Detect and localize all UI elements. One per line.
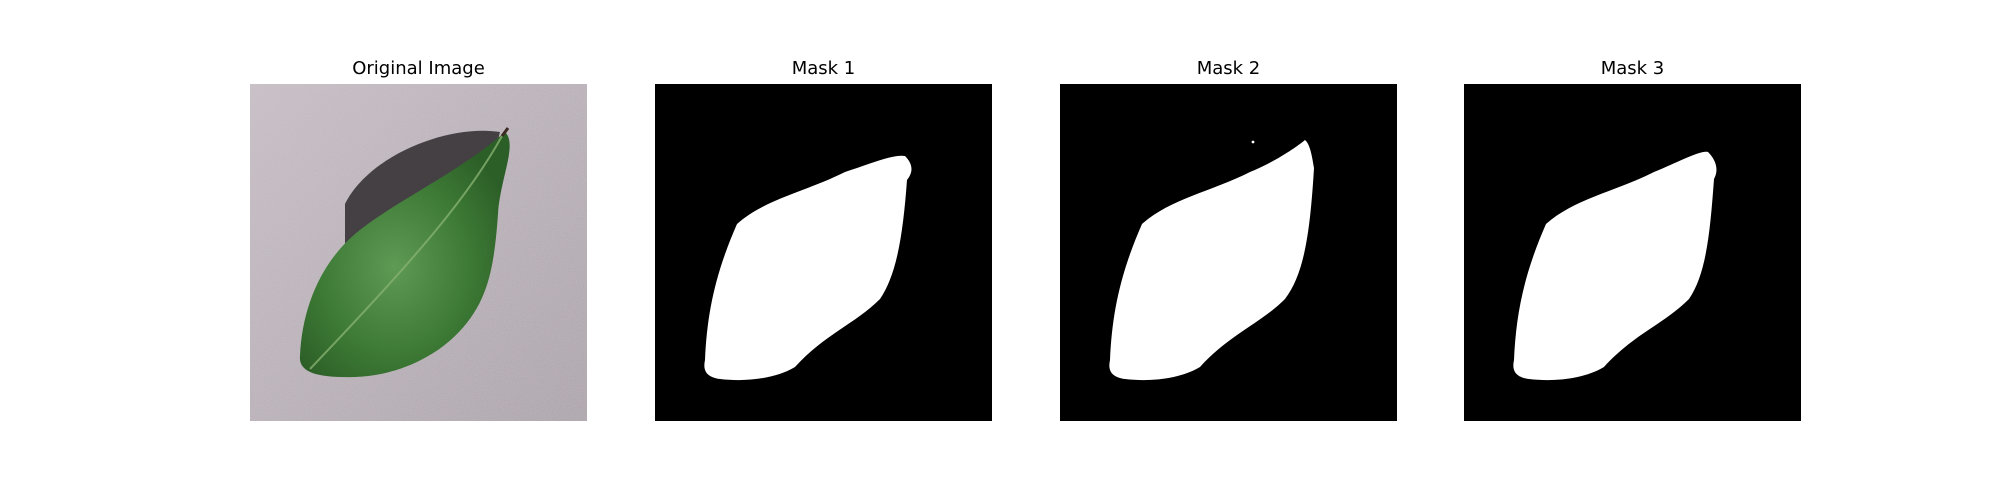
panel-mask-3: Mask 3 [1464,0,1801,500]
panel-original-image: Original Image [250,0,587,500]
leaf-midrib [309,135,503,370]
panel-title: Mask 1 [791,58,856,79]
panel-title: Mask 2 [1196,58,1261,79]
mask-image [1464,84,1801,421]
leaf-shadow [345,130,500,244]
mask-leaf [1513,151,1717,381]
leaf-photo [250,84,587,421]
mask-leaf [704,155,912,381]
panel-title: Mask 3 [1600,58,1665,79]
panel-mask-1: Mask 1 [655,0,992,500]
mask-image [1060,84,1397,421]
mask-image [655,84,992,421]
leaf-shape [299,132,510,378]
panel-mask-2: Mask 2 [1060,0,1397,500]
panel-title: Original Image [352,58,485,79]
leaf-stem [500,127,510,137]
mask-leaf [1109,140,1314,381]
